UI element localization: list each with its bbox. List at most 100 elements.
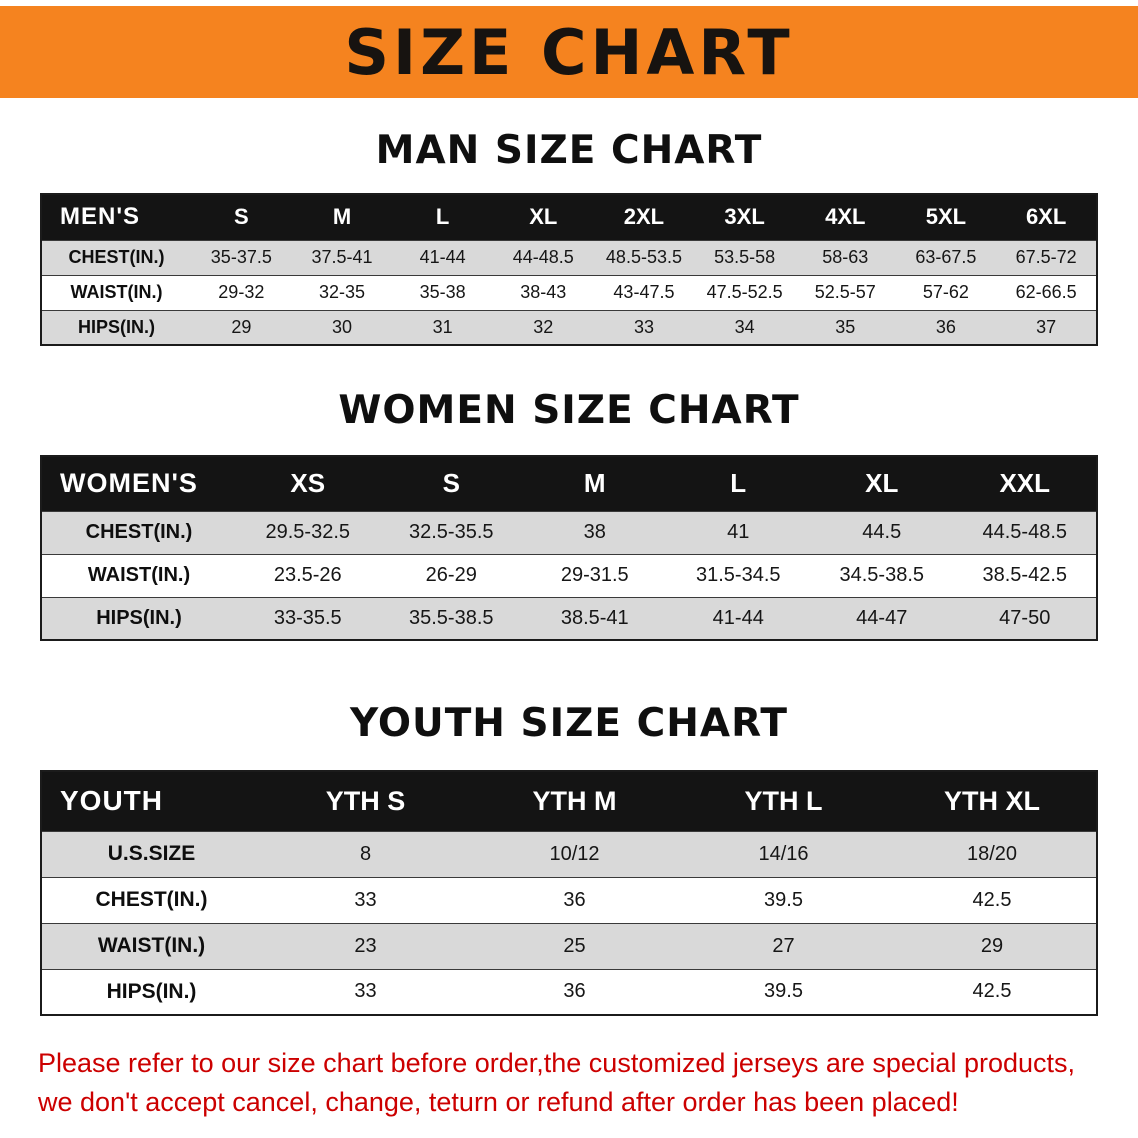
size-value-cell: 26-29 (379, 553, 523, 597)
size-value-cell: 29 (888, 922, 1097, 969)
size-value-cell: 29.5-32.5 (236, 510, 380, 554)
row-label: HIPS(IN.) (41, 968, 261, 1015)
size-value-cell: 23 (261, 922, 470, 969)
table-row: CHEST(IN.) 35-37.5 37.5-41 41-44 44-48.5 48.5… (41, 239, 1097, 275)
size-column-header: 5XL (895, 194, 997, 240)
size-column-header: M (523, 456, 667, 511)
size-value-cell: 32 (492, 309, 594, 345)
size-column-header: 2XL (593, 194, 695, 240)
youth-size-table: YOUTH YTH S YTH M YTH L YTH XL U.S.SIZE 8 10/12… (40, 770, 1098, 1016)
men-size-chart-section: MAN SIZE CHART MEN'S S M L XL 2XL 3XL 4XL 5XL 6XL… (0, 128, 1138, 346)
table-row: WAIST(IN.) 29-32 32-35 35-38 38-43 43-47.5 47.… (41, 274, 1097, 310)
size-value-cell: 35.5-38.5 (379, 596, 523, 640)
size-column-header: 6XL (996, 194, 1097, 240)
size-value-cell: 35-38 (392, 274, 493, 310)
table-corner-label: MEN'S (41, 194, 191, 240)
row-label: WAIST(IN.) (41, 274, 191, 310)
table-row: WAIST(IN.) 23.5-26 26-29 29-31.5 31.5-34.5 34… (41, 553, 1097, 597)
row-label: CHEST(IN.) (41, 239, 191, 275)
size-column-header: XL (810, 456, 954, 511)
size-column-header: YTH S (261, 771, 470, 831)
row-label: HIPS(IN.) (41, 309, 191, 345)
size-value-cell: 41-44 (666, 596, 810, 640)
size-value-cell: 27 (679, 922, 888, 969)
size-value-cell: 23.5-26 (236, 553, 380, 597)
size-value-cell: 44.5 (810, 510, 954, 554)
size-value-cell: 47-50 (953, 596, 1097, 640)
size-value-cell: 8 (261, 830, 470, 877)
table-corner-label: YOUTH (41, 771, 261, 831)
table-header-row: WOMEN'S XS S M L XL XXL (41, 456, 1097, 511)
size-value-cell: 35 (794, 309, 896, 345)
size-value-cell: 32.5-35.5 (379, 510, 523, 554)
size-value-cell: 25 (470, 922, 679, 969)
size-column-header: 3XL (694, 194, 795, 240)
size-value-cell: 35-37.5 (191, 239, 292, 275)
size-value-cell: 47.5-52.5 (694, 274, 795, 310)
youth-size-chart-title: YOUTH SIZE CHART (350, 701, 788, 746)
size-value-cell: 37 (996, 309, 1097, 345)
size-column-header: YTH L (679, 771, 888, 831)
size-value-cell: 29 (191, 309, 292, 345)
size-value-cell: 36 (470, 876, 679, 923)
size-column-header: XS (236, 456, 380, 511)
size-column-header: YTH XL (888, 771, 1097, 831)
size-value-cell: 37.5-41 (291, 239, 393, 275)
size-value-cell: 33 (261, 876, 470, 923)
size-column-header: L (392, 194, 493, 240)
size-value-cell: 10/12 (470, 830, 679, 877)
table-row: CHEST(IN.) 33 36 39.5 42.5 (41, 876, 1097, 923)
size-value-cell: 39.5 (679, 876, 888, 923)
size-value-cell: 29-31.5 (523, 553, 667, 597)
size-value-cell: 67.5-72 (996, 239, 1097, 275)
size-value-cell: 38.5-42.5 (953, 553, 1097, 597)
women-size-table: WOMEN'S XS S M L XL XXL CHEST(IN.) 29.5-32.5 32.5… (40, 455, 1098, 641)
size-value-cell: 38-43 (492, 274, 594, 310)
size-value-cell: 14/16 (679, 830, 888, 877)
size-value-cell: 62-66.5 (996, 274, 1097, 310)
size-column-header: XL (492, 194, 594, 240)
size-value-cell: 52.5-57 (794, 274, 896, 310)
size-value-cell: 41-44 (392, 239, 493, 275)
row-label: CHEST(IN.) (41, 510, 236, 554)
size-value-cell: 42.5 (888, 876, 1097, 923)
size-value-cell: 34 (694, 309, 795, 345)
size-column-header: S (379, 456, 523, 511)
size-chart-banner: SIZE CHART (0, 6, 1138, 98)
table-row: HIPS(IN.) 33-35.5 35.5-38.5 38.5-41 41-44 44-… (41, 596, 1097, 640)
size-value-cell: 41 (666, 510, 810, 554)
size-value-cell: 38 (523, 510, 667, 554)
table-header-row: MEN'S S M L XL 2XL 3XL 4XL 5XL 6XL (41, 194, 1097, 240)
table-row: HIPS(IN.) 33 36 39.5 42.5 (41, 968, 1097, 1015)
men-size-chart-title: MAN SIZE CHART (375, 128, 763, 173)
women-size-chart-section: WOMEN SIZE CHART WOMEN'S XS S M L XL XXL CHEST(… (0, 388, 1138, 641)
page-title: SIZE CHART (344, 15, 794, 89)
table-row: HIPS(IN.) 29 30 31 32 33 34 35 36 37 (41, 309, 1097, 345)
size-value-cell: 32-35 (291, 274, 393, 310)
size-value-cell: 33-35.5 (236, 596, 380, 640)
row-label: WAIST(IN.) (41, 553, 236, 597)
size-value-cell: 39.5 (679, 968, 888, 1015)
size-column-header: XXL (953, 456, 1097, 511)
disclaimer-line-2: we don't accept cancel, change, teturn o… (38, 1087, 959, 1118)
size-value-cell: 44-48.5 (492, 239, 594, 275)
men-size-table: MEN'S S M L XL 2XL 3XL 4XL 5XL 6XL CHEST(IN.) 35-37… (40, 193, 1098, 346)
size-value-cell: 36 (470, 968, 679, 1015)
size-value-cell: 36 (895, 309, 997, 345)
size-value-cell: 30 (291, 309, 393, 345)
row-label: WAIST(IN.) (41, 922, 261, 969)
table-corner-label: WOMEN'S (41, 456, 236, 511)
size-column-header: 4XL (794, 194, 896, 240)
size-value-cell: 33 (593, 309, 695, 345)
size-value-cell: 43-47.5 (593, 274, 695, 310)
row-label: CHEST(IN.) (41, 876, 261, 923)
size-value-cell: 29-32 (191, 274, 292, 310)
women-size-chart-title: WOMEN SIZE CHART (338, 388, 800, 433)
size-column-header: L (666, 456, 810, 511)
table-row: WAIST(IN.) 23 25 27 29 (41, 922, 1097, 969)
row-label: HIPS(IN.) (41, 596, 236, 640)
row-label: U.S.SIZE (41, 830, 261, 877)
size-value-cell: 31.5-34.5 (666, 553, 810, 597)
order-disclaimer: Please refer to our size chart before or… (0, 1044, 1138, 1122)
youth-size-chart-section: YOUTH SIZE CHART YOUTH YTH S YTH M YTH L YTH… (0, 701, 1138, 1016)
